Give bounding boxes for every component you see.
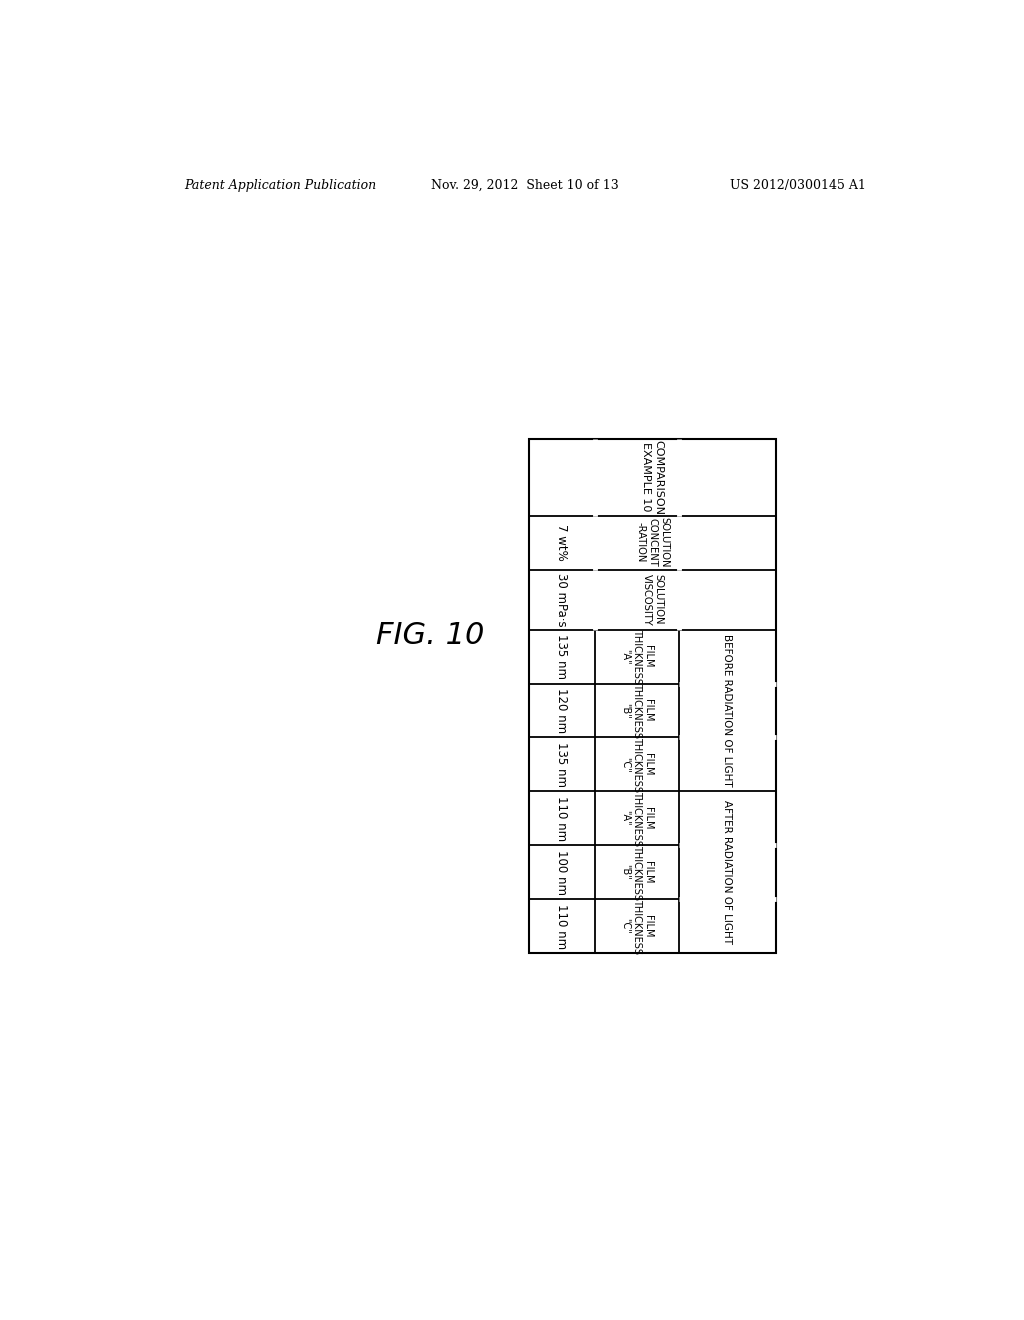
Text: FILM
THICKNESS
"B": FILM THICKNESS "B" [621, 845, 653, 900]
Text: FILM
THICKNESS
"B": FILM THICKNESS "B" [621, 682, 653, 738]
Text: US 2012/0300145 A1: US 2012/0300145 A1 [730, 178, 866, 191]
Text: 100 nm: 100 nm [555, 850, 568, 895]
Text: 120 nm: 120 nm [555, 688, 568, 733]
Text: FILM
THICKNESS
"A": FILM THICKNESS "A" [621, 630, 653, 684]
Text: 110 nm: 110 nm [555, 903, 568, 949]
Text: FIG. 10: FIG. 10 [376, 622, 484, 651]
Text: COMPARISON
EXAMPLE 10: COMPARISON EXAMPLE 10 [641, 440, 664, 515]
Text: Patent Application Publication: Patent Application Publication [183, 178, 376, 191]
Text: 135 nm: 135 nm [555, 742, 568, 787]
Polygon shape [529, 438, 775, 953]
Text: BEFORE RADIATION OF LIGHT: BEFORE RADIATION OF LIGHT [722, 634, 732, 787]
Text: AFTER RADIATION OF LIGHT: AFTER RADIATION OF LIGHT [722, 800, 732, 944]
Text: SOLUTION
VISCOSITY: SOLUTION VISCOSITY [641, 574, 664, 626]
Text: FILM
THICKNESS
"C": FILM THICKNESS "C" [621, 899, 653, 953]
Text: Nov. 29, 2012  Sheet 10 of 13: Nov. 29, 2012 Sheet 10 of 13 [431, 178, 618, 191]
Text: 110 nm: 110 nm [555, 796, 568, 841]
Text: SOLUTION
CONCENT
-RATION: SOLUTION CONCENT -RATION [636, 517, 669, 568]
Text: FILM
THICKNESS
"C": FILM THICKNESS "C" [621, 737, 653, 792]
Text: 7 wt%: 7 wt% [555, 524, 568, 561]
Text: 30 mPa·s: 30 mPa·s [555, 573, 568, 627]
Text: FILM
THICKNESS
"A": FILM THICKNESS "A" [621, 791, 653, 846]
Text: 135 nm: 135 nm [555, 634, 568, 678]
